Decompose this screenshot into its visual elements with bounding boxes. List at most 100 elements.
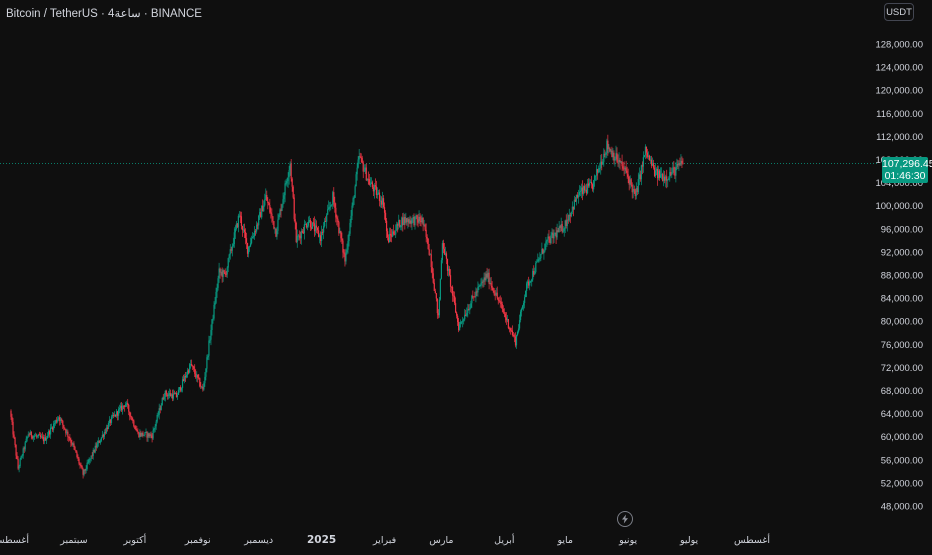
- candle-body: [265, 195, 267, 200]
- candle-body: [197, 374, 199, 378]
- candle-body: [601, 161, 603, 165]
- candle-body: [170, 394, 172, 397]
- candle-body: [154, 426, 156, 429]
- candle-body: [340, 230, 342, 239]
- candle: [621, 154, 623, 171]
- candle-body: [34, 435, 36, 437]
- candle-body: [608, 148, 610, 150]
- candle: [67, 429, 69, 441]
- candle: [256, 221, 258, 234]
- candle-body: [85, 468, 87, 471]
- candle: [429, 253, 431, 256]
- candle: [249, 237, 252, 248]
- candle-body: [466, 313, 468, 316]
- candle: [20, 455, 22, 461]
- candle-body: [100, 437, 102, 441]
- candle-body: [398, 219, 400, 226]
- candle: [535, 260, 537, 274]
- candle: [326, 213, 328, 229]
- candle-body: [400, 225, 402, 228]
- candle-body: [181, 379, 184, 388]
- candle-body: [274, 228, 276, 230]
- candle: [305, 222, 307, 229]
- candle: [347, 234, 349, 254]
- candle-body: [644, 146, 647, 156]
- candle-body: [192, 365, 194, 367]
- candle-body: [525, 290, 527, 298]
- candle: [406, 217, 408, 226]
- candle-body: [20, 456, 22, 460]
- candle: [646, 148, 649, 159]
- candle-body: [298, 235, 300, 237]
- candle: [311, 222, 314, 230]
- candle: [10, 409, 12, 420]
- candle: [631, 182, 633, 199]
- candle: [670, 167, 672, 177]
- candle: [357, 156, 359, 169]
- candle: [433, 278, 435, 292]
- candle: [545, 236, 547, 250]
- candle: [236, 222, 238, 229]
- candle: [66, 428, 68, 435]
- candle-body: [574, 199, 576, 202]
- candle: [188, 368, 190, 375]
- candle-body: [535, 262, 537, 272]
- candle-body: [446, 258, 449, 271]
- candle: [459, 321, 461, 331]
- candle-body: [231, 246, 233, 251]
- candle-body: [11, 416, 13, 422]
- candle-body: [559, 226, 561, 228]
- candle: [68, 436, 70, 443]
- candle: [624, 165, 626, 175]
- candle-body: [131, 416, 133, 421]
- candle-body: [651, 163, 654, 166]
- candle: [519, 309, 522, 323]
- candle: [42, 434, 45, 445]
- candle: [232, 237, 234, 248]
- candle-body: [476, 291, 478, 293]
- candle: [663, 170, 665, 187]
- x-tick-label: أغسطس: [734, 533, 770, 546]
- x-tick-label: يونيو: [618, 535, 637, 546]
- candle-body: [627, 174, 629, 177]
- candle-body: [133, 420, 135, 427]
- candle-body: [499, 300, 501, 302]
- candle: [138, 431, 140, 438]
- currency-button[interactable]: USDT: [884, 3, 914, 21]
- candle-body: [580, 187, 583, 192]
- candle-body: [251, 237, 254, 239]
- candle-body: [470, 303, 472, 308]
- candle-body: [585, 189, 588, 194]
- candle: [323, 222, 325, 240]
- lightning-icon[interactable]: [617, 511, 633, 527]
- candle: [187, 367, 189, 378]
- candle-body: [174, 392, 177, 395]
- candle: [23, 446, 25, 454]
- candle-body: [354, 186, 356, 198]
- candle-body: [44, 437, 47, 441]
- candle-body: [592, 184, 594, 190]
- candle-body: [367, 178, 369, 180]
- candle-body: [391, 235, 393, 237]
- candle: [125, 401, 127, 408]
- candle-body: [358, 156, 360, 160]
- candle: [664, 170, 666, 184]
- candle: [131, 415, 133, 421]
- candle-body: [495, 292, 497, 296]
- candle-body: [336, 217, 338, 219]
- candle: [584, 184, 587, 193]
- y-tick-label: 120,000.00: [875, 86, 923, 97]
- candle-body: [145, 432, 147, 433]
- candle: [310, 221, 313, 231]
- candle-body: [328, 207, 330, 210]
- candle-body: [43, 437, 46, 442]
- candle: [209, 335, 211, 344]
- candle-body: [327, 209, 329, 215]
- symbol-title[interactable]: Bitcoin / TetherUS · 4ساعة · BINANCE: [6, 8, 202, 20]
- candle: [602, 159, 604, 165]
- candle: [217, 275, 219, 291]
- candle-body: [351, 205, 353, 216]
- candle-body: [674, 167, 676, 176]
